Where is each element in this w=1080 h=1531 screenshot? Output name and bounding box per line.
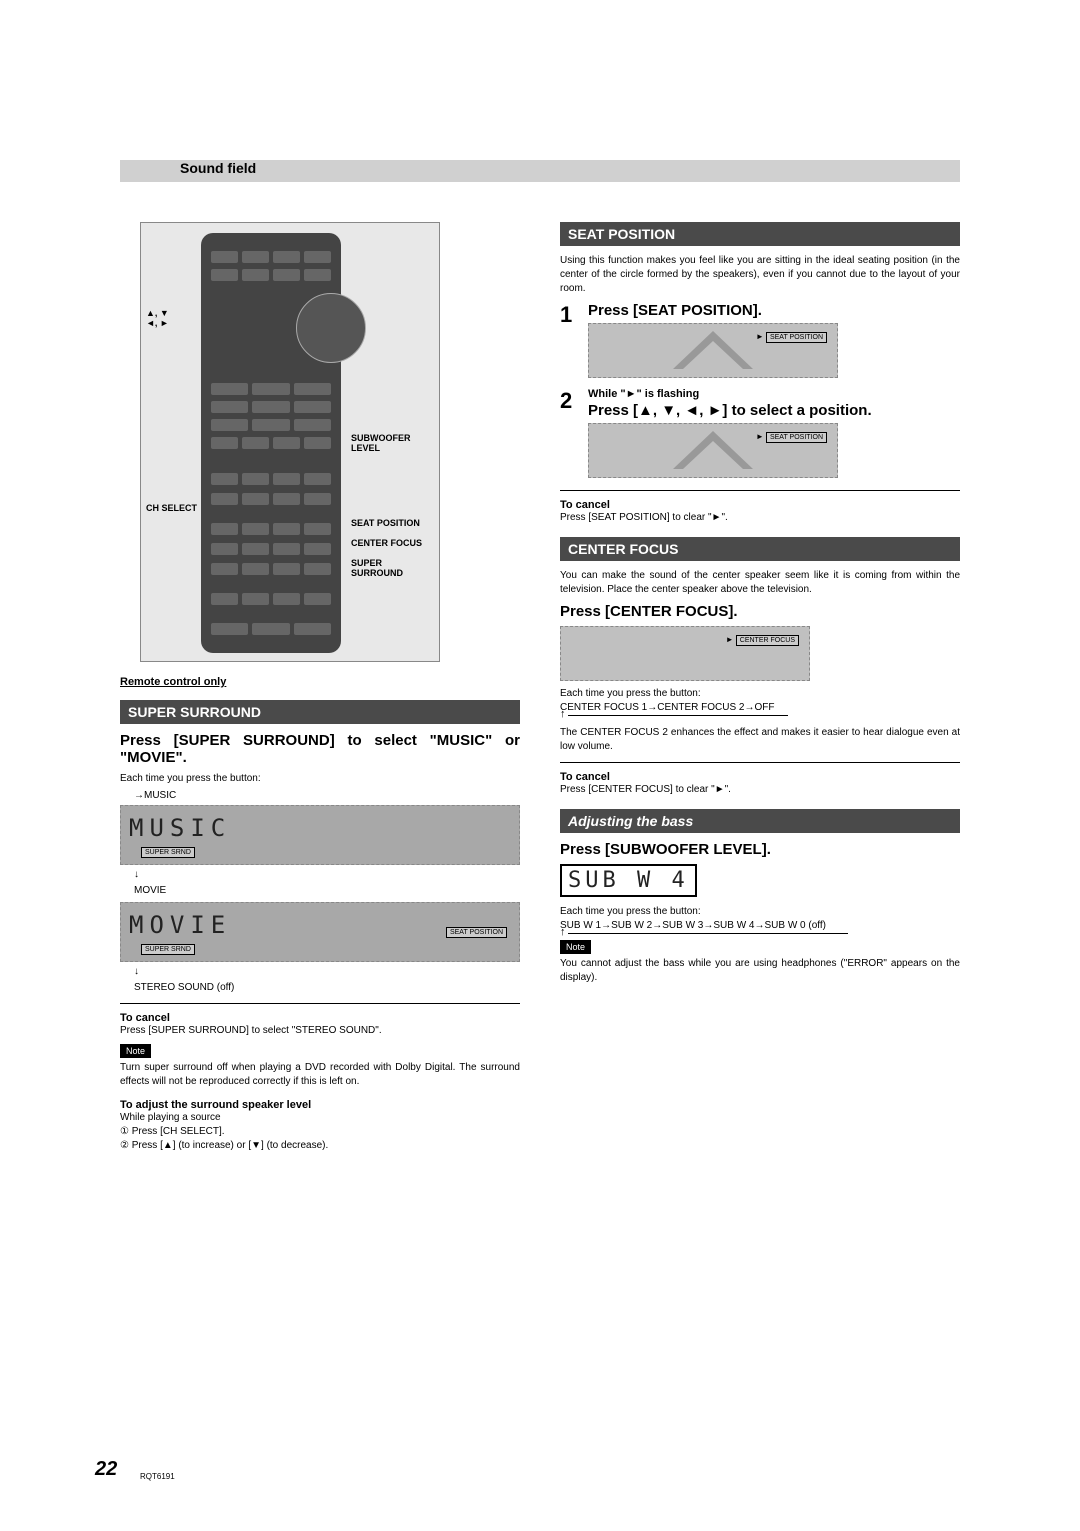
movie-label: MOVIE xyxy=(134,884,520,898)
doc-id: RQT6191 xyxy=(140,1472,175,1481)
step-1-text: Press [SEAT POSITION]. xyxy=(588,302,960,319)
to-cancel-label-ss: To cancel xyxy=(120,1012,520,1024)
left-column: ▲, ▼ ◄, ► CH SELECT SUBWOOFER LEVEL SEAT… xyxy=(120,222,520,1153)
super-surround-instruction: Press [SUPER SURROUND] to select "MUSIC"… xyxy=(120,732,520,766)
to-cancel-text-cf: Press [CENTER FOCUS] to clear "►". xyxy=(560,783,960,797)
to-cancel-label-cf: To cancel xyxy=(560,771,960,783)
seat-display-1: ► SEAT POSITION xyxy=(588,323,838,378)
seat-position-header: SEAT POSITION xyxy=(560,222,960,246)
super-srnd-badge: SUPER SRND xyxy=(141,847,195,858)
music-arrow: →MUSIC xyxy=(134,790,520,801)
center-focus-label: CENTER FOCUS xyxy=(351,538,422,548)
bass-instruction: Press [SUBWOOFER LEVEL]. xyxy=(560,841,960,858)
bass-each-time: Each time you press the button: xyxy=(560,905,960,919)
note-text-bass: You cannot adjust the bass while you are… xyxy=(560,957,960,985)
center-focus-badge: CENTER FOCUS xyxy=(736,635,799,646)
note-badge-ss: Note xyxy=(120,1044,151,1058)
bass-cycle: SUB W 1→SUB W 2→SUB W 3→SUB W 4→SUB W 0 … xyxy=(560,919,960,933)
right-column: SEAT POSITION Using this function makes … xyxy=(560,222,960,1153)
seat-position-intro: Using this function makes you feel like … xyxy=(560,254,960,296)
stereo-off-label: STEREO SOUND (off) xyxy=(134,981,520,995)
cf-each-time: Each time you press the button: xyxy=(560,687,960,701)
seat-position-label: SEAT POSITION xyxy=(351,518,420,528)
seat-display-2: ► SEAT POSITION xyxy=(588,423,838,478)
center-focus-intro: You can make the sound of the center spe… xyxy=(560,569,960,597)
step-1-num: 1 xyxy=(560,302,578,382)
cf-enhance: The CENTER FOCUS 2 enhances the effect a… xyxy=(560,726,960,754)
each-time-text: Each time you press the button: xyxy=(120,772,520,786)
page-number: 22 xyxy=(95,1458,117,1481)
bass-header: Adjusting the bass xyxy=(560,809,960,833)
note-text-ss: Turn super surround off when playing a D… xyxy=(120,1061,520,1089)
center-focus-header: CENTER FOCUS xyxy=(560,537,960,561)
music-lcd: MUSIC xyxy=(129,814,511,842)
subwoofer-level-label: SUBWOOFER LEVEL xyxy=(351,433,431,453)
seat-badge-2: SEAT POSITION xyxy=(766,432,827,443)
arrow-keys-label: ▲, ▼ ◄, ► xyxy=(146,308,169,328)
seat-position-badge: SEAT POSITION xyxy=(446,927,507,938)
remote-only-note: Remote control only xyxy=(120,676,520,688)
to-cancel-text-sp: Press [SEAT POSITION] to clear "►". xyxy=(560,511,960,525)
down-arrow-1: ↓ xyxy=(134,869,520,880)
to-cancel-text-ss: Press [SUPER SURROUND] to select "STEREO… xyxy=(120,1024,520,1038)
cf-cycle: CENTER FOCUS 1→CENTER FOCUS 2→OFF xyxy=(560,701,960,715)
movie-lcd-box: MOVIE SEAT POSITION SUPER SRND xyxy=(120,902,520,962)
center-focus-display: ► CENTER FOCUS xyxy=(560,626,810,681)
adjust-line3: ② Press [▲] (to increase) or [▼] (to dec… xyxy=(120,1139,520,1153)
adjust-speaker-label: To adjust the surround speaker level xyxy=(120,1099,520,1111)
adjust-line2: ① Press [CH SELECT]. xyxy=(120,1125,520,1139)
super-surround-header: SUPER SURROUND xyxy=(120,700,520,724)
music-lcd-box: MUSIC SUPER SRND xyxy=(120,805,520,865)
down-arrow-2: ↓ xyxy=(134,966,520,977)
super-surround-label: SUPER SURROUND xyxy=(351,558,431,578)
sound-field-label: Sound field xyxy=(180,160,256,176)
super-srnd-badge-2: SUPER SRND xyxy=(141,944,195,955)
note-badge-bass: Note xyxy=(560,940,591,954)
bass-lcd: SUB W 4 xyxy=(560,864,697,897)
center-focus-instruction: Press [CENTER FOCUS]. xyxy=(560,603,960,620)
remote-control-diagram: ▲, ▼ ◄, ► CH SELECT SUBWOOFER LEVEL SEAT… xyxy=(140,222,440,662)
to-cancel-label-sp: To cancel xyxy=(560,499,960,511)
seat-badge-1: SEAT POSITION xyxy=(766,332,827,343)
step-2-num: 2 xyxy=(560,388,578,482)
ch-select-label: CH SELECT xyxy=(146,503,197,513)
adjust-line1: While playing a source xyxy=(120,1111,520,1125)
step-2-pre: While "►" is flashing xyxy=(588,388,960,400)
step-2-text: Press [▲, ▼, ◄, ►] to select a position. xyxy=(588,402,960,419)
